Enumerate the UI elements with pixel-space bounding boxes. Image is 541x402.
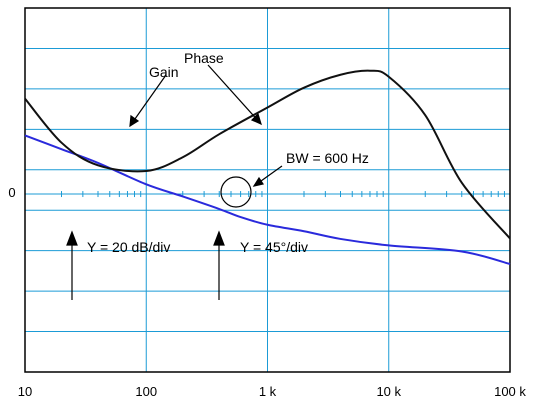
gain-curve [24,134,511,265]
x-tick-label: 10 [18,384,32,399]
phase-arrowhead [250,112,262,126]
x-tick-label: 100 [135,384,157,399]
x-tick-labels: 10 100 1 k 10 k 100 k [18,384,527,399]
y-zero-label: 0 [8,185,15,200]
plot-frame [24,7,511,373]
series-layer [24,69,511,265]
gain-scale-arrowhead [66,230,78,246]
bandwidth-label: BW = 600 Hz [286,150,369,166]
phase-scale-label: Y = 45°/div [240,239,308,255]
phase-scale-arrowhead [213,230,225,246]
phase-label: Phase [184,50,224,66]
phase-curve [24,69,511,240]
zero-axis [25,191,510,198]
bandwidth-circle [220,176,252,208]
gain-arrow [129,74,167,127]
x-tick-label: 100 k [494,384,526,399]
phase-arrow [207,64,262,125]
plot-border [24,7,511,373]
gain-label: Gain [149,64,179,80]
annotations [66,64,283,300]
chart-grid [25,8,510,372]
gain-arrowhead [129,114,140,128]
x-tick-label: 1 k [259,384,277,399]
gain-scale-label: Y = 20 dB/div [87,239,170,255]
x-tick-label: 10 k [376,384,401,399]
bandwidth-arrowhead [252,176,264,187]
